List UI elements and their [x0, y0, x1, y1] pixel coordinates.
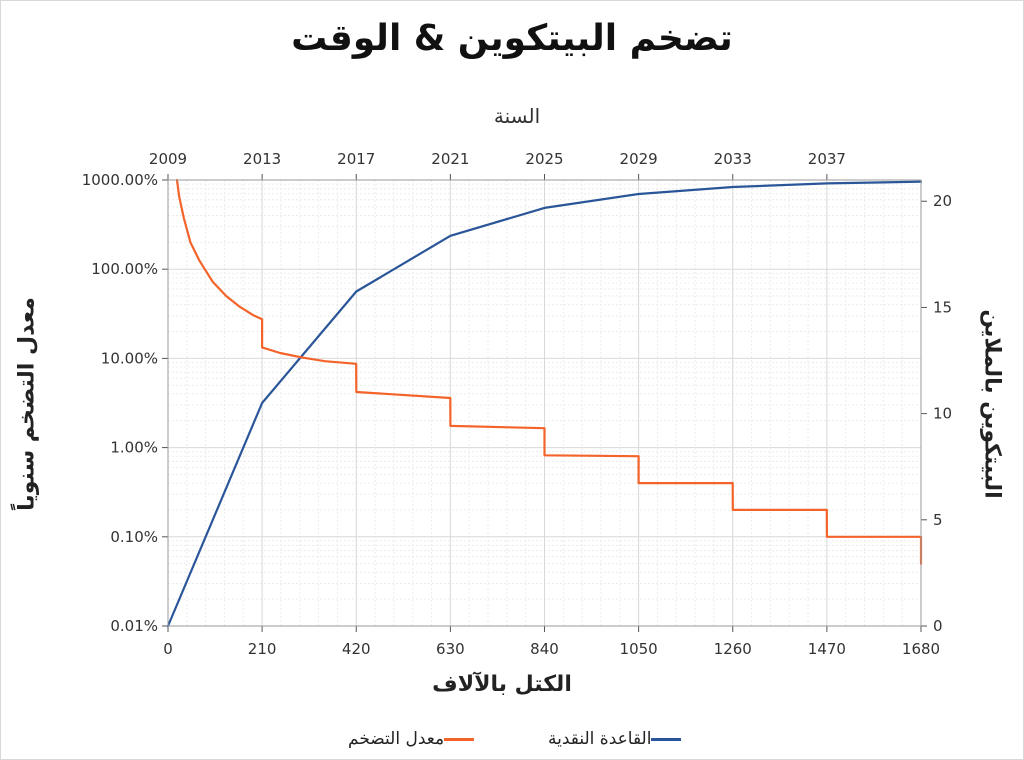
legend-label-inflation: معدل التضخم [348, 729, 445, 749]
y-right-tick-label: 10 [933, 405, 952, 423]
legend-item-inflation: معدل التضخم [348, 726, 482, 752]
x2-tick-label: 2025 [525, 150, 563, 168]
x-axis-title: الكتل بالآلاف [432, 672, 572, 697]
y-right-tick-label: 20 [933, 192, 952, 210]
x-tick-label: 1680 [902, 640, 940, 658]
y-right-tick-label: 15 [933, 298, 952, 316]
legend-label-money-base: القاعدة النقدية [548, 729, 652, 749]
y-left-tick-label: 10.00% [101, 349, 158, 367]
chart-title: تضخم البيتكوين & الوقت [291, 18, 733, 59]
plot-border [167, 179, 922, 627]
x2-tick-label: 2017 [337, 150, 375, 168]
y-left-tick-label: 1.00% [110, 439, 158, 457]
x2-tick-label: 2009 [149, 150, 187, 168]
x-tick-label: 1470 [808, 640, 846, 658]
x-tick-label: 1260 [714, 640, 752, 658]
x-tick-label: 1050 [620, 640, 658, 658]
series-line-inflation [175, 178, 923, 565]
y-left-tick-label: 100.00% [91, 260, 158, 278]
x-tick-label: 420 [342, 640, 371, 658]
x-tick-label: 840 [530, 640, 559, 658]
legend-swatch-inflation [444, 737, 475, 741]
x-tick-label: 210 [248, 640, 277, 658]
y-left-tick-label: 0.01% [110, 617, 158, 635]
legend-swatch-money-base [651, 737, 682, 741]
x2-tick-label: 2013 [243, 150, 281, 168]
x-tick-label: 0 [163, 640, 173, 658]
y-right-tick-label: 5 [933, 511, 943, 529]
x2-tick-label: 2021 [431, 150, 469, 168]
series-line-money-base [166, 180, 923, 628]
y-right-tick-label: 0 [933, 617, 943, 635]
x2-tick-label: 2037 [808, 150, 846, 168]
y-left-tick-label: 1000.00% [82, 171, 158, 189]
legend: القاعدة النقدية معدل التضخم [0, 726, 1024, 752]
x-tick-label: 630 [436, 640, 465, 658]
legend-item-money-base: القاعدة النقدية [548, 726, 689, 752]
x2-tick-label: 2033 [714, 150, 752, 168]
y-left-tick-label: 0.10% [110, 528, 158, 546]
top-axis-title: السنة [493, 104, 541, 128]
x2-tick-label: 2029 [620, 150, 658, 168]
